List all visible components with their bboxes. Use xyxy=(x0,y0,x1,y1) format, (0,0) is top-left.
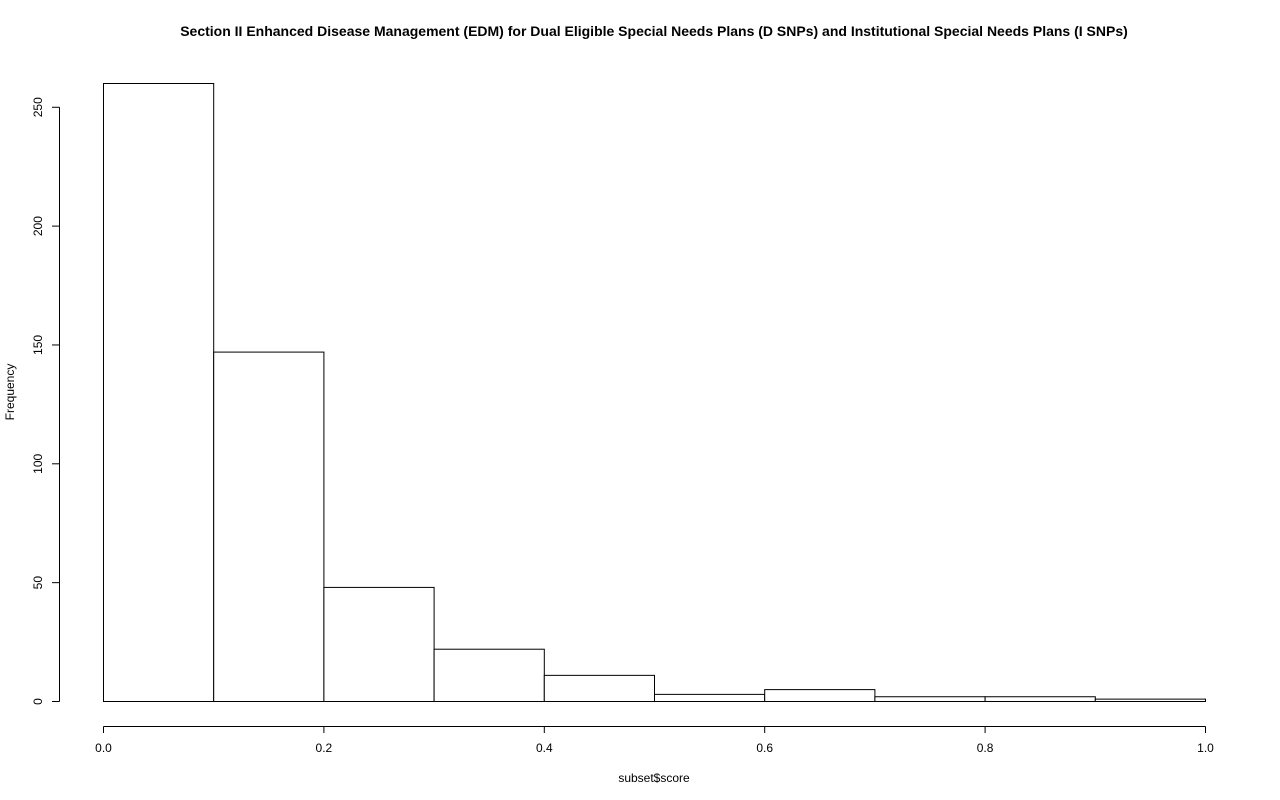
y-tick-label-2: 100 xyxy=(31,453,45,473)
x-axis-label: subset$score xyxy=(618,771,690,785)
x-tick-label-2: 0.4 xyxy=(536,741,553,755)
y-tick-label-0: 0 xyxy=(31,698,45,705)
x-tick-label-1: 0.2 xyxy=(316,741,333,755)
histogram-bar-9 xyxy=(1094,698,1207,702)
histogram-bar-1 xyxy=(213,351,325,702)
histogram-bar-5 xyxy=(654,693,766,702)
y-tick-label-4: 200 xyxy=(31,216,45,236)
y-axis: 0 50 100 150 200 250 xyxy=(31,97,60,705)
y-tick-label-5: 250 xyxy=(31,97,45,117)
histogram-bar-0 xyxy=(103,83,215,702)
histogram-bar-7 xyxy=(874,696,986,703)
bars-group xyxy=(103,83,1207,703)
chart-title: Section II Enhanced Disease Management (… xyxy=(180,23,1128,39)
histogram-bar-3 xyxy=(433,648,545,703)
x-tick-label-0: 0.0 xyxy=(95,741,112,755)
y-axis-label: Frequency xyxy=(3,364,17,421)
x-tick-label-4: 0.8 xyxy=(977,741,994,755)
x-tick-label-3: 0.6 xyxy=(756,741,773,755)
y-tick-label-3: 150 xyxy=(31,335,45,355)
histogram-bar-8 xyxy=(984,696,1096,703)
x-tick-label-5: 1.0 xyxy=(1197,741,1214,755)
histogram-bar-6 xyxy=(764,689,876,702)
y-tick-label-1: 50 xyxy=(31,576,45,590)
histogram-bar-4 xyxy=(543,674,655,702)
histogram-bar-2 xyxy=(323,586,435,703)
x-axis: 0.0 0.2 0.4 0.6 0.8 1.0 xyxy=(95,726,1214,755)
